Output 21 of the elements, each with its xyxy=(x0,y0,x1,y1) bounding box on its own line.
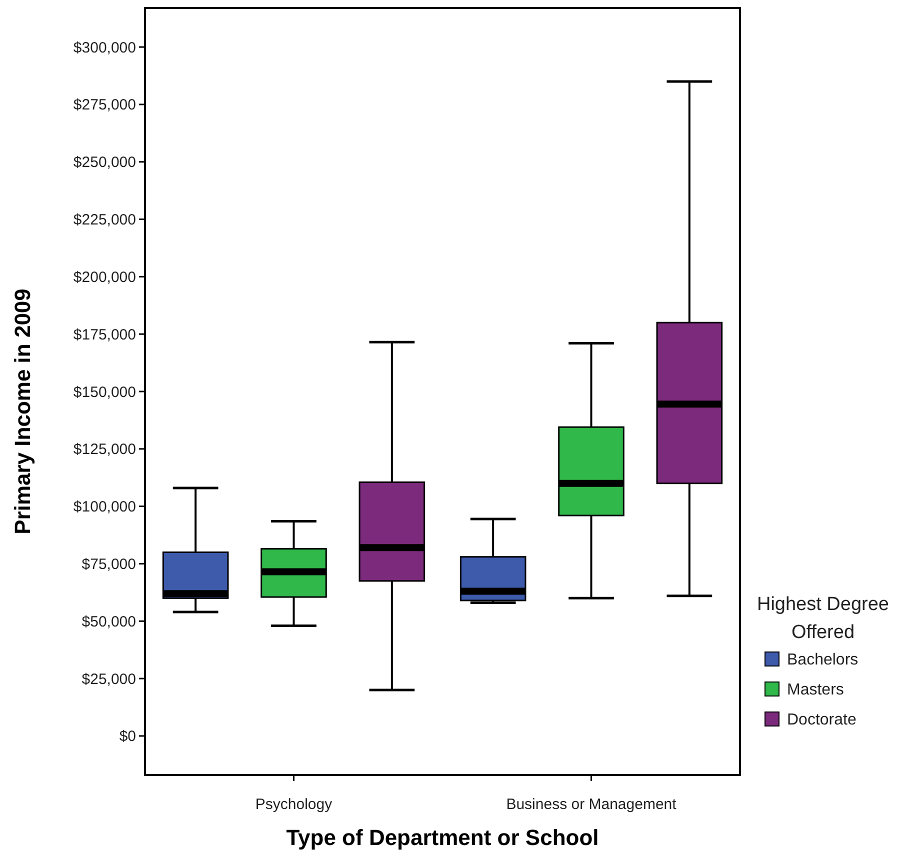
y-tick-label: $75,000 xyxy=(82,556,136,573)
y-tick-label: $100,000 xyxy=(73,498,136,516)
y-tick-label: $275,000 xyxy=(73,96,136,114)
y-axis-title: Primary Income in 2009 xyxy=(10,288,35,534)
x-tick-label: Psychology xyxy=(255,796,333,813)
y-tick-label: $150,000 xyxy=(73,384,136,401)
x-tick-label: Business or Management xyxy=(506,796,678,813)
legend-label: Doctorate xyxy=(787,712,856,729)
y-tick-label: $200,000 xyxy=(73,268,136,286)
legend-label: Masters xyxy=(787,682,844,699)
y-tick-label: $25,000 xyxy=(82,670,136,688)
y-tick-label: $300,000 xyxy=(73,39,136,56)
y-tick-label: $225,000 xyxy=(73,212,136,229)
y-tick-label: $250,000 xyxy=(73,154,136,172)
y-tick-label: $175,000 xyxy=(73,326,136,344)
y-tick-label: $0 xyxy=(119,728,136,746)
x-axis-title: Type of Department or School xyxy=(286,825,599,850)
legend-label: Bachelors xyxy=(787,652,858,669)
legend-title: Highest Degree Offered xyxy=(756,594,890,643)
y-tick-label: $125,000 xyxy=(73,441,136,458)
y-tick-label: $50,000 xyxy=(82,613,136,630)
